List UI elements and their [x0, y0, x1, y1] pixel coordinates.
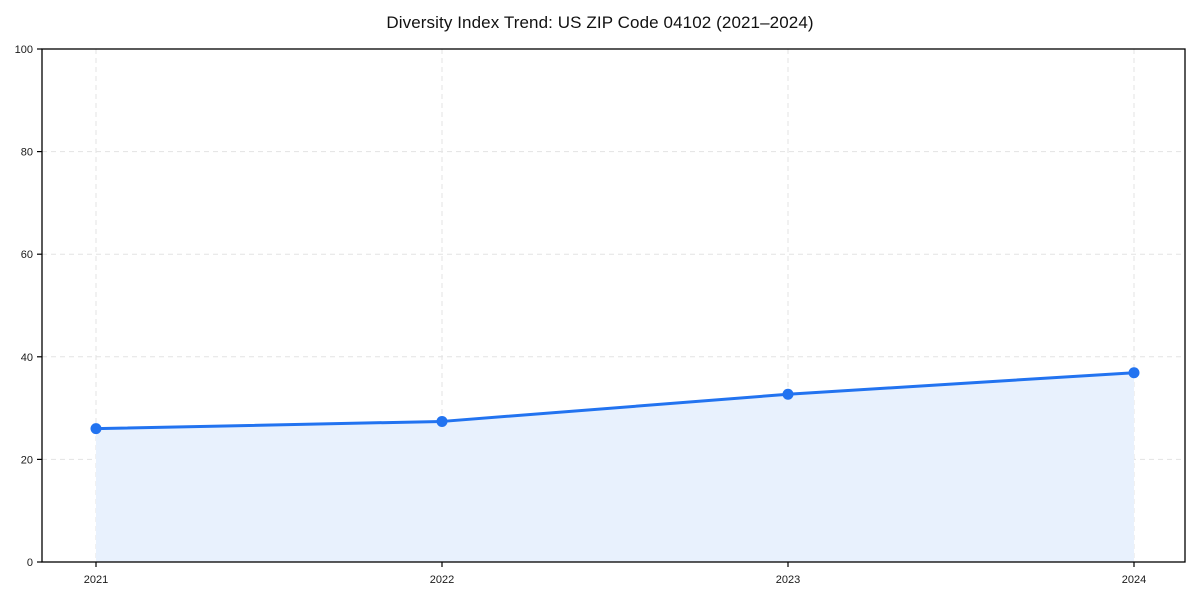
area-fill [96, 372, 1134, 562]
data-point-marker [782, 388, 794, 400]
x-tick-label: 2022 [430, 574, 454, 586]
trend-line [94, 371, 1136, 431]
y-tick-label: 0 [27, 557, 33, 569]
y-tick-label: 60 [21, 249, 33, 261]
y-tick-label: 20 [21, 454, 33, 466]
data-point-marker [436, 415, 448, 427]
chart-title: Diversity Index Trend: US ZIP Code 04102… [386, 13, 814, 32]
y-tick-label: 40 [21, 352, 33, 364]
x-tick-label: 2024 [1122, 574, 1146, 586]
y-tick-label: 100 [15, 44, 33, 56]
x-tick-label: 2021 [84, 574, 108, 586]
x-tick-label: 2023 [776, 574, 800, 586]
data-point-marker [90, 423, 102, 435]
y-tick-label: 80 [21, 147, 33, 159]
axis-frame [41, 48, 1186, 563]
data-point-marker [1128, 367, 1140, 379]
